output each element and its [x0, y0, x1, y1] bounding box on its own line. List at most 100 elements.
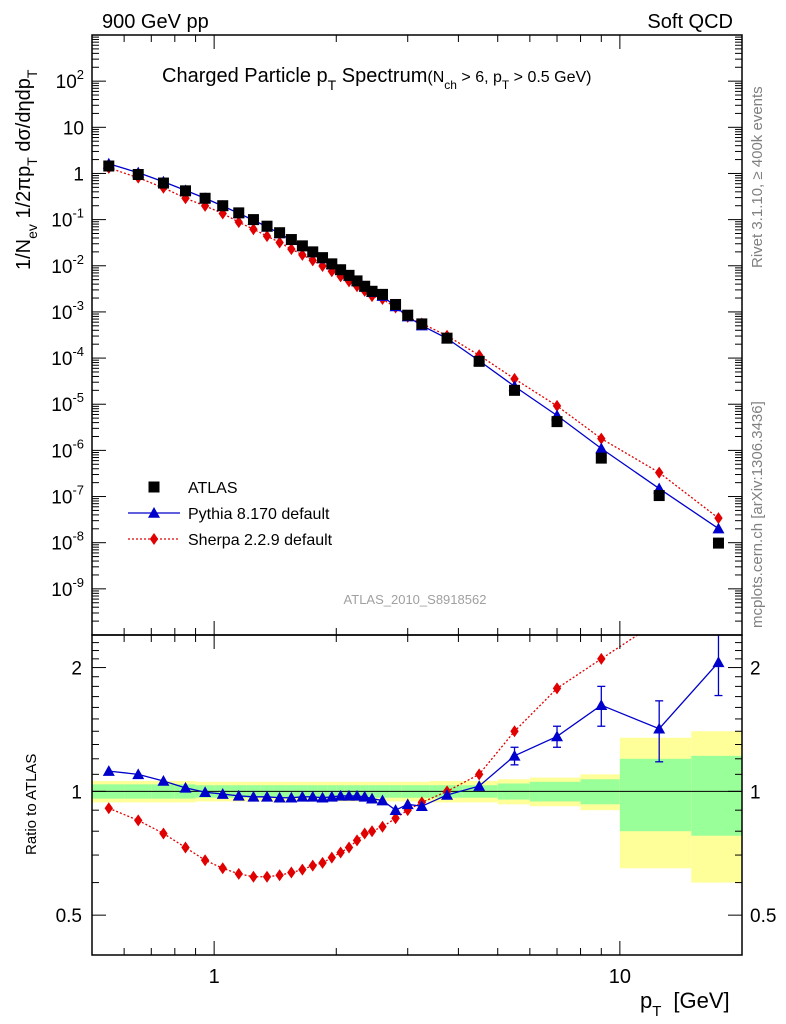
sherpa-ratio-point	[200, 854, 210, 867]
ratio-tick-label-left: 2	[71, 659, 82, 680]
legend-label: Pythia 8.170 default	[188, 506, 330, 523]
pythia-ratio-point	[551, 730, 564, 742]
sherpa-point	[552, 399, 562, 412]
pythia-point	[595, 442, 608, 454]
ratio-series	[102, 562, 725, 883]
sherpa-ratio-point	[308, 859, 317, 872]
y-tick-label: 10-7	[51, 483, 84, 509]
pythia-ratio-point	[285, 791, 298, 803]
sherpa-ratio-point	[360, 827, 369, 840]
chart-title: Charged Particle pT Spectrum(Nch > 6, pT…	[162, 65, 591, 93]
legend-marker	[149, 533, 159, 545]
sherpa-point	[298, 248, 307, 261]
pythia-ratio-point	[334, 789, 347, 801]
legend-marker	[148, 481, 160, 493]
header-right: Soft QCD	[647, 11, 733, 33]
sherpa-ratio-point	[552, 682, 562, 695]
atlas-point	[179, 185, 191, 197]
sherpa-ratio-point	[327, 851, 337, 864]
pythia-ratio-point	[132, 768, 145, 780]
ratio-tick-label-right: 2	[750, 659, 761, 680]
atlas-point	[132, 168, 144, 180]
y-tick-label: 10	[63, 118, 84, 139]
y-tick-label: 10-5	[51, 390, 84, 416]
y-tick-label: 10-6	[51, 436, 84, 462]
atlas-point	[317, 252, 329, 264]
sherpa-ratio-point	[391, 812, 400, 825]
sherpa-point	[510, 372, 519, 385]
atlas-point	[285, 234, 297, 246]
legend: ATLAS Pythia 8.170 default Sherpa 2.2.9 de…	[128, 480, 333, 549]
x-axis-ticks: 1 10	[91, 35, 743, 988]
atlas-point	[233, 207, 245, 219]
ratio-frame	[91, 634, 743, 956]
atlas-point	[307, 246, 319, 258]
atlas-point	[390, 298, 402, 310]
y-tick-label: 102	[56, 67, 84, 93]
sherpa-ratio-point	[218, 862, 227, 875]
atlas-point	[402, 309, 414, 321]
pythia-ratio-point	[376, 794, 389, 806]
y-tick-label: 10-8	[51, 529, 84, 555]
pythia-ratio-point	[179, 781, 192, 793]
sherpa-ratio-point	[378, 820, 387, 833]
ratio-panel: 2 2 1 1 0.5 0.5	[56, 562, 776, 956]
x-axis-label: pT [GeV]	[640, 988, 730, 1020]
legend-label: Sherpa 2.2.9 default	[188, 532, 333, 549]
pythia-ratio-point	[157, 774, 170, 786]
pythia-ratio-point	[358, 790, 371, 802]
sherpa-ratio-point	[249, 870, 258, 883]
atlas-point	[509, 384, 521, 396]
sherpa-point	[249, 223, 258, 236]
pythia-ratio-point	[216, 788, 229, 799]
legend-label: ATLAS	[188, 480, 238, 497]
pythia-ratio-point	[199, 786, 212, 798]
sherpa-point	[714, 512, 723, 525]
pythia-ratio-point	[247, 790, 260, 802]
atlas-point	[359, 280, 371, 292]
sherpa-ratio-point	[275, 869, 284, 882]
pythia-ratio-point	[441, 788, 454, 800]
sherpa-ratio-point	[597, 652, 606, 665]
pythia-ratio-point	[653, 722, 666, 734]
pythia-ratio-point	[306, 790, 319, 802]
sherpa-point	[262, 230, 272, 243]
pythia-line	[108, 163, 719, 530]
sherpa-ratio-point	[262, 870, 272, 883]
y-tick-label: 10-1	[51, 206, 84, 232]
stat-uncertainty-band	[619, 758, 692, 832]
main-series	[102, 157, 725, 549]
header-left: 900 GeV pp	[102, 11, 209, 33]
pythia-ratio-point	[508, 749, 521, 761]
sherpa-ratio-point	[344, 841, 354, 854]
sherpa-ratio-point	[159, 827, 168, 840]
y-tick-label: 10-4	[51, 344, 84, 370]
atlas-point	[712, 537, 724, 549]
atlas-point	[261, 220, 273, 232]
pythia-ratio-point	[273, 791, 286, 803]
pythia-ratio-point	[232, 789, 245, 801]
pythia-ratio-point	[401, 798, 414, 810]
atlas-point	[217, 200, 229, 212]
atlas-point	[653, 490, 665, 502]
sherpa-point	[287, 243, 296, 256]
sherpa-ratio-point	[134, 814, 143, 827]
atlas-point	[103, 160, 115, 172]
y-tick-label: 1	[73, 164, 84, 185]
atlas-point	[343, 269, 355, 281]
x-tick-label: 1	[209, 966, 220, 988]
sherpa-point	[234, 216, 243, 229]
pythia-ratio-point	[389, 804, 402, 815]
sherpa-ratio-point	[474, 768, 484, 781]
pythia-ratio-point	[473, 780, 486, 791]
atlas-point	[335, 264, 347, 276]
sherpa-ratio-point	[714, 562, 722, 574]
legend-marker	[148, 507, 160, 518]
sherpa-point	[654, 466, 664, 479]
atlas-point	[351, 275, 363, 287]
atlas-point	[247, 214, 259, 226]
sherpa-ratio-point	[234, 867, 243, 880]
y-tick-label: 10-9	[51, 575, 84, 601]
atlas-point	[377, 288, 389, 300]
